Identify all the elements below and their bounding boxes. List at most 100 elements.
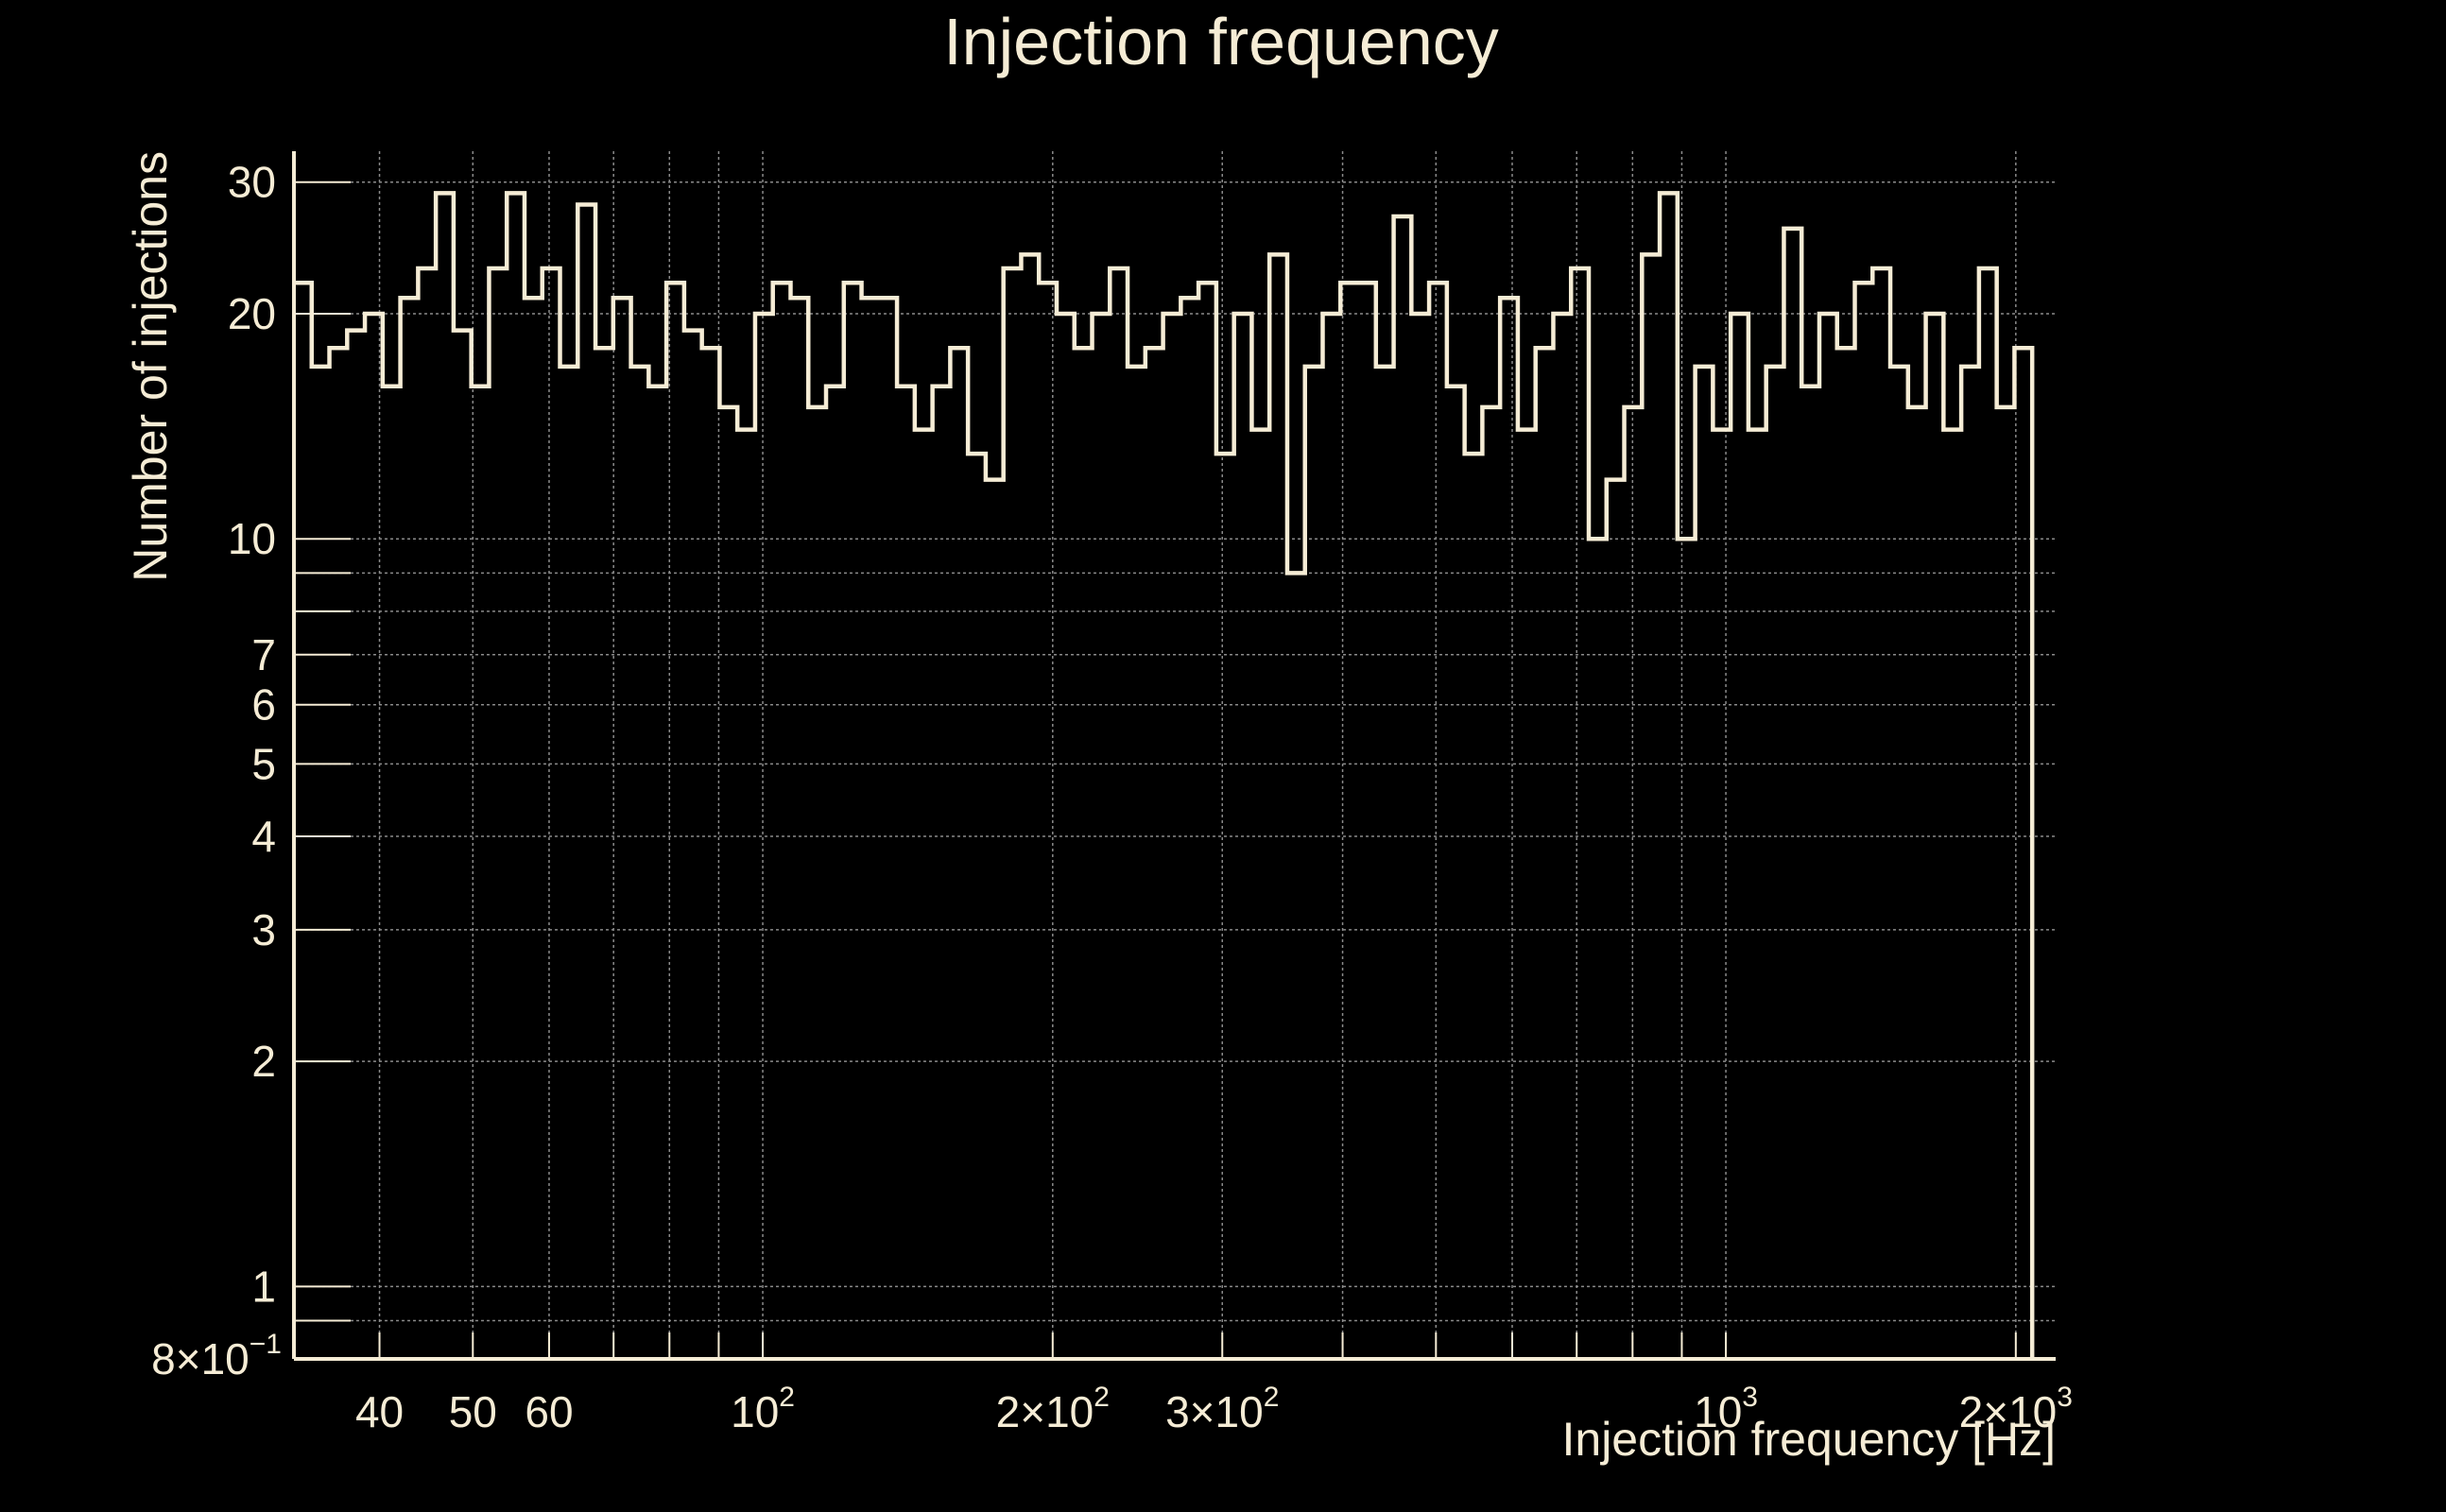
histogram-bin [1251,430,1269,1359]
histogram-bin [472,387,490,1359]
y-axis-title: Number of injections [124,151,177,582]
histogram-bin [436,193,454,1359]
histogram-bin [1801,387,1819,1359]
x-tick-label: 50 [449,1387,497,1436]
histogram-bin [755,314,773,1359]
x-tick-label: 102 [731,1382,795,1436]
histogram-bin [1269,254,1287,1359]
histogram-bin [1305,367,1323,1359]
histogram-bin [1429,283,1447,1359]
histogram-bin [1837,348,1855,1359]
histogram-bin [968,454,986,1359]
axes [292,151,2056,1361]
histogram-bin [1163,314,1181,1359]
histogram-bin [1075,348,1093,1359]
histogram-bin [666,283,684,1359]
histogram-bin [1872,268,1890,1359]
y-tick-label: 6 [251,680,276,730]
histogram-bin [1145,348,1163,1359]
histogram-bin [950,348,968,1359]
histogram-bin [1447,387,1465,1359]
histogram-bin [1021,254,1039,1359]
histogram-bin [560,367,578,1359]
histogram-bin [1696,367,1714,1359]
histogram-bin [808,407,826,1359]
y-tick-label: 7 [251,630,276,679]
histogram-bin [844,283,862,1359]
histogram-bin [1961,367,1979,1359]
histogram-bin [1376,367,1394,1359]
histogram-bin [1625,407,1643,1359]
histogram-bin [1180,298,1198,1359]
x-tick-label: 2×103 [1959,1382,2073,1436]
histogram-bin [1482,407,1500,1359]
y-tick-label: 4 [251,812,276,861]
histogram-bin [1766,367,1784,1359]
histogram-bin [1465,454,1483,1359]
histogram-bin [1004,268,1022,1359]
histogram-bin [986,480,1004,1359]
histogram-bin [294,283,312,1359]
histogram-bin [1926,314,1944,1359]
x-tick-label: 2×102 [996,1382,1110,1436]
histogram-bin [1198,283,1216,1359]
histogram-bin [1411,314,1429,1359]
histogram-bin [862,298,880,1359]
histogram-bin [2014,348,2032,1359]
histogram-bin [1855,283,1873,1359]
histogram-bins [294,193,2032,1359]
histogram-bin [1660,193,1678,1359]
histogram-bin [330,348,348,1359]
grid-lines [294,151,2056,1360]
y-tick-label: 2 [251,1037,276,1086]
histogram-bin [648,387,666,1359]
histogram-bin [1039,283,1057,1359]
histogram-bin [595,348,613,1359]
y-tick-label: 30 [228,158,276,207]
histogram-bin [418,268,436,1359]
histogram-bin [1713,430,1731,1359]
histogram-bin [1731,314,1748,1359]
histogram-bin [1678,539,1696,1359]
histogram-bin [1536,348,1554,1359]
histogram-bin [1057,314,1075,1359]
histogram-bin [1216,454,1234,1359]
histogram-bin [1234,314,1252,1359]
histogram-bin [1979,268,1997,1359]
histogram-bin [1607,480,1625,1359]
histogram-bin [1819,314,1837,1359]
histogram-bin [1943,430,1961,1359]
histogram-bin [347,331,365,1359]
histogram-bin [543,268,560,1359]
histogram-bin [773,283,791,1359]
histogram-bin [525,298,543,1359]
histogram-bin [1589,539,1607,1359]
histogram-bin [631,367,649,1359]
histogram-bin [719,407,737,1359]
x-tick-label: 60 [525,1387,573,1436]
histogram-bin [383,387,401,1359]
y-tick-label: 20 [228,289,276,338]
histogram-bin [1997,407,2015,1359]
x-axis-title: Injection frequency [Hz] [1562,1413,2057,1466]
y-tick-label: 10 [228,514,276,563]
histogram-bin [1093,314,1111,1359]
histogram-bin [1783,229,1801,1359]
y-tick-label: 1 [251,1262,276,1311]
histogram-bin [702,348,720,1359]
histogram-bin [365,314,383,1359]
histogram-bin [454,331,472,1359]
histogram-bin [1358,283,1376,1359]
histogram-bin [312,367,330,1359]
histogram-bin [507,193,525,1359]
y-tick-label: 8×10−1 [151,1329,282,1383]
histogram-bin [737,430,755,1359]
histogram-bin [933,387,951,1359]
histogram-bin [1908,407,1926,1359]
histogram-bin [613,298,631,1359]
y-tick-label: 3 [251,905,276,954]
histogram-bin [1394,216,1412,1359]
histogram-bin [401,298,419,1359]
